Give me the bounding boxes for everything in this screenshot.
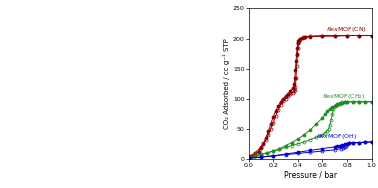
X-axis label: Pressure / bar: Pressure / bar: [284, 171, 337, 180]
Text: $\it{flex}$MOF(CH₂): $\it{flex}$MOF(CH₂): [322, 92, 366, 101]
Y-axis label: CO₂ Adsorbed / cc g⁻¹ STP: CO₂ Adsorbed / cc g⁻¹ STP: [223, 38, 230, 129]
Text: $\it{flex}$MOF(OH): $\it{flex}$MOF(OH): [316, 132, 358, 141]
Text: $\it{flex}$MOF(CN): $\it{flex}$MOF(CN): [326, 25, 367, 34]
